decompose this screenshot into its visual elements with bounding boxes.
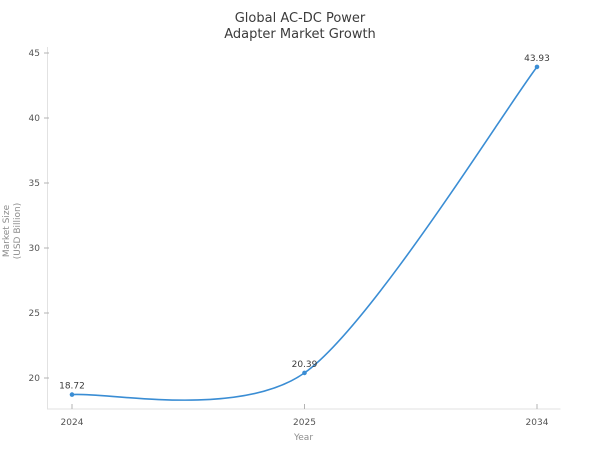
y-tick-label: 25	[29, 309, 40, 319]
y-axis-label-line1: Market Size	[2, 204, 12, 257]
x-tick-label: 2024	[61, 418, 84, 428]
data-point-label: 43.93	[524, 54, 550, 64]
y-tick-label: 35	[29, 179, 40, 189]
y-tick-label: 20	[29, 374, 41, 384]
data-point-marker	[302, 370, 307, 376]
chart-title: Global AC-DC Power Adapter Market Growth	[224, 11, 376, 42]
y-tick-label: 40	[29, 114, 41, 124]
x-tick-label: 2034	[526, 418, 549, 428]
y-axis-label-line2: (USD Billion)	[13, 203, 23, 260]
x-axis-label: Year	[293, 433, 313, 443]
series-market-size: 18.72 20.39 43.93	[59, 54, 550, 401]
x-axis: 2024 2025 2034 Year	[47, 404, 561, 443]
chart-title-line2: Adapter Market Growth	[224, 27, 376, 42]
y-tick-label: 45	[29, 49, 40, 59]
x-tick-label: 2025	[293, 418, 316, 428]
y-tick-label: 30	[29, 244, 41, 254]
y-axis: 20 25 30 35 40 45 Market Size (USD Billi…	[2, 47, 49, 409]
data-point-label: 18.72	[59, 382, 85, 392]
series-line	[71, 66, 538, 401]
data-point-label: 20.39	[292, 360, 318, 370]
data-point-marker	[534, 64, 540, 70]
data-point-marker	[69, 392, 75, 397]
chart-title-line1: Global AC-DC Power	[235, 11, 366, 26]
